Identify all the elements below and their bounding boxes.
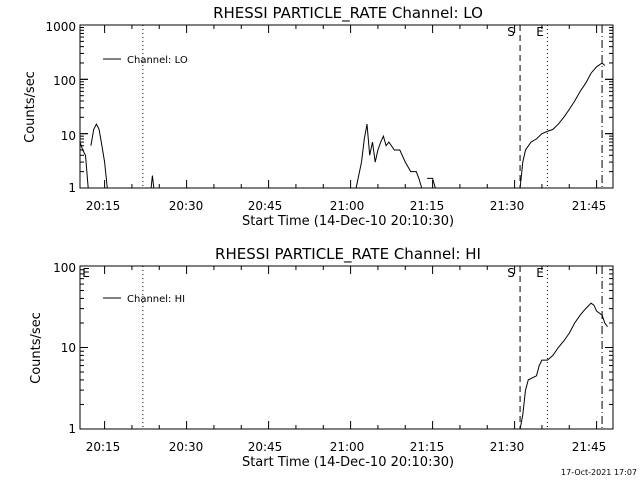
lo-series-line [519,62,606,189]
hi-x-tick-label: 20:45 [248,440,283,454]
lo-end-marker-label: E [536,25,544,39]
lo-y-tick-label: 1000 [45,20,76,34]
lo-y-tick-label: 100 [53,74,76,88]
hi-x-tick-label: 21:45 [572,440,607,454]
lo-x-axis-label: Start Time (14-Dec-10 20:10:30) [242,214,454,229]
lo-legend: Channel: LO [103,55,188,66]
lo-series-line [79,141,89,189]
lo-x-ticks: 20:15 20:30 20:45 21:00 21:15 21:30 21:4… [86,199,607,213]
hi-x-tick-label: 21:00 [330,440,365,454]
hi-channel-panel: RHESSI PARTICLE_RATE Channel: HI Start T… [29,245,614,470]
lo-series-line [90,122,108,189]
lo-y-axis-label: Counts/sec [23,71,38,143]
hi-chart-title: RHESSI PARTICLE_RATE Channel: HI [215,245,481,264]
hi-legend: Channel: HI [103,294,185,305]
lo-x-tick-label: 21:30 [490,199,525,213]
hi-series-line [519,302,608,430]
hi-x-tick-label: 20:15 [86,440,121,454]
lo-legend-label: Channel: LO [127,55,188,66]
footer-timestamp: 17-Oct-2021 17:07 [561,468,637,477]
hi-y-tick-label: 100 [53,261,76,275]
hi-y-axis-label: Counts/sec [29,312,44,384]
lo-series-line [427,177,436,189]
lo-y-ticks: 1 10 100 1000 [45,20,76,195]
lo-series-line [150,175,155,189]
lo-x-tick-label: 20:15 [86,199,121,213]
hi-y-tick-label: 1 [68,422,76,436]
hi-legend-label: Channel: HI [127,294,185,305]
lo-chart-title: RHESSI PARTICLE_RATE Channel: LO [213,4,483,23]
hi-y-tick-label: 10 [61,341,76,355]
lo-start-marker-label: S [507,25,515,39]
lo-y-tick-label: 10 [61,129,76,143]
hi-left-e-marker-label: E [82,266,90,280]
hi-y-ticks: 1 10 100 [53,261,76,436]
hi-x-ticks: 20:15 20:30 20:45 21:00 21:15 21:30 21:4… [86,440,607,454]
hi-x-tick-label: 21:30 [490,440,525,454]
hi-x-axis-label: Start Time (14-Dec-10 20:10:30) [242,455,454,470]
lo-y-tick-label: 1 [68,181,76,195]
hi-start-marker-label: S [507,266,515,280]
hi-plot-frame [79,265,614,430]
lo-channel-panel: RHESSI PARTICLE_RATE Channel: LO Start T… [23,4,614,229]
lo-x-tick-label: 21:15 [410,199,445,213]
lo-x-tick-label: 21:00 [330,199,365,213]
lo-series-line [355,124,423,189]
hi-x-tick-label: 20:30 [169,440,204,454]
lo-plot-frame [79,24,614,189]
hi-end-marker-label: E [536,266,544,280]
hi-x-tick-label: 21:15 [410,440,445,454]
lo-x-tick-label: 20:30 [169,199,204,213]
lo-x-tick-label: 20:45 [248,199,283,213]
lo-x-tick-label: 21:45 [572,199,607,213]
